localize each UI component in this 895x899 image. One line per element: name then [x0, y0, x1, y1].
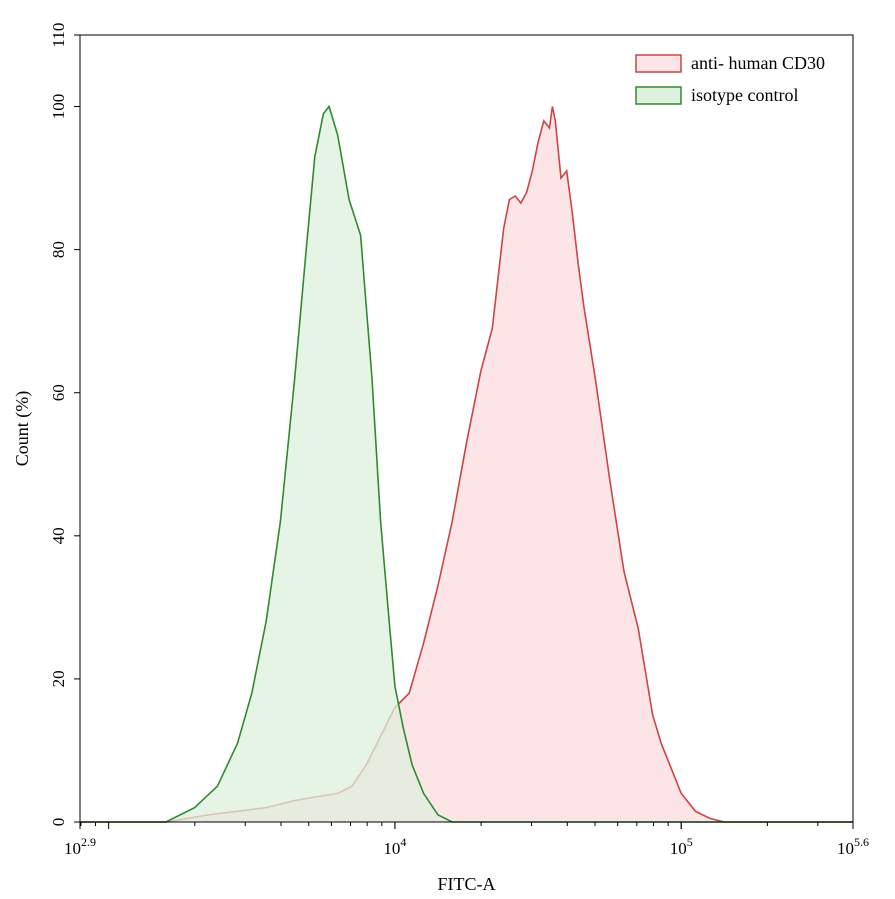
y-tick-label: 0: [49, 818, 68, 827]
y-axis-title: Count (%): [12, 391, 33, 467]
x-tick-label: 105: [670, 835, 693, 858]
series-layer: [80, 104, 853, 823]
y-tick-label: 40: [49, 527, 68, 544]
y-tick-label: 80: [49, 241, 68, 258]
y-tick-label: 100: [49, 94, 68, 120]
x-tick-label: 105.6: [837, 835, 869, 858]
y-tick-label: 20: [49, 670, 68, 687]
plot-area: 0 20 40 60 80 100 110 102.9 104 105 105.6: [49, 23, 869, 858]
plot-frame: [79, 34, 854, 823]
y-tick-label: 110: [49, 23, 68, 48]
series-area-cd30: [80, 106, 853, 822]
series-area-isotype: [80, 106, 853, 822]
x-axis: 102.9 104 105 105.6: [64, 822, 869, 858]
legend: anti- human CD30 isotype control: [635, 53, 825, 105]
x-tick-label: 104: [383, 835, 406, 858]
y-axis: 0 20 40 60 80 100 110: [49, 23, 80, 827]
x-tick-label: 102.9: [64, 835, 96, 858]
legend-label-isotype: isotype control: [691, 85, 798, 105]
legend-label-cd30: anti- human CD30: [691, 53, 825, 73]
x-axis-title: FITC-A: [438, 874, 496, 894]
series-line-isotype: [80, 104, 853, 823]
legend-swatch-cd30: [635, 54, 682, 73]
legend-swatch-isotype: [635, 86, 682, 105]
y-tick-label: 60: [49, 384, 68, 401]
